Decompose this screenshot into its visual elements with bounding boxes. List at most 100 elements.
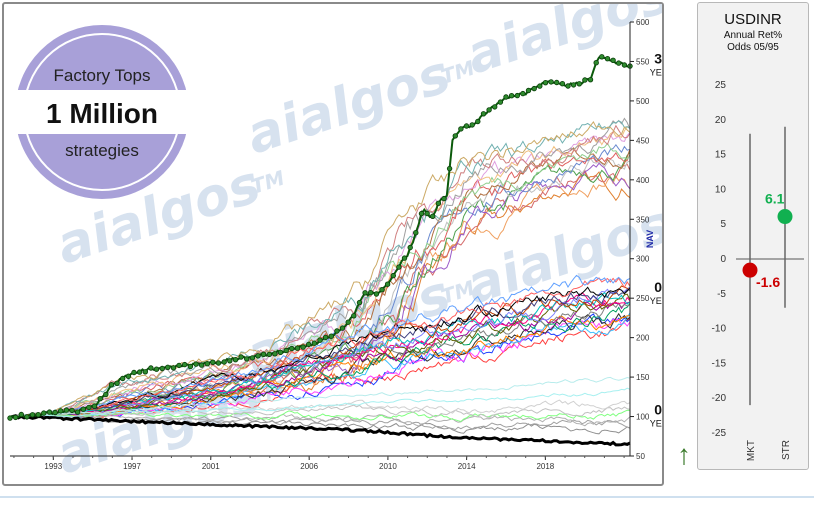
top-strategy-marker [508, 92, 515, 99]
series-line-benchmark [9, 414, 631, 447]
odds-panel: USDINR Annual Ret% Odds 05/95 25 20 15 10 5 0… [697, 2, 809, 470]
x-tick-label: 2006 [300, 462, 318, 471]
odds-point [742, 262, 758, 278]
top-strategy-marker [35, 412, 41, 418]
odds-panel-subtitle1: Annual Ret% [724, 30, 782, 41]
badge-line3: strategies [65, 141, 139, 160]
top-strategy-marker [379, 287, 385, 293]
top-strategy-marker [41, 410, 47, 416]
top-strategy-marker [610, 57, 616, 63]
x-tick-label: 1993 [44, 462, 62, 471]
top-strategy-marker [80, 406, 86, 412]
top-strategy-marker [198, 362, 205, 368]
y-tick-label: 150 [636, 373, 650, 382]
top-strategy-marker [159, 365, 165, 372]
top-strategy-marker [181, 361, 188, 368]
top-strategy-marker [277, 349, 284, 355]
top-strategy-marker [554, 79, 560, 86]
top-strategy-marker [227, 358, 233, 364]
top-strategy-marker [266, 351, 272, 358]
top-strategy-marker [136, 369, 143, 375]
top-strategy-marker [260, 351, 267, 357]
top-strategy-marker [570, 82, 577, 88]
nav-chart: aialgosTMaialgosTMaialgosTMaialgosTMaial… [7, 0, 698, 486]
top-strategy-marker [63, 407, 70, 413]
x-tick-label: 2018 [536, 462, 554, 471]
odds-point-label: 6.1 [765, 191, 785, 207]
top-strategy-marker [300, 344, 306, 350]
top-strategy-marker [18, 411, 24, 418]
top-strategy-marker [384, 281, 391, 287]
odds-category-label: STR [781, 440, 792, 460]
odds-chart: USDINR Annual Ret% Odds 05/95 25 20 15 10 5 0… [712, 11, 804, 461]
top-strategy-marker [97, 396, 103, 402]
top-strategy-marker [492, 104, 498, 110]
top-strategy-marker [12, 414, 19, 421]
top-strategy-marker [232, 357, 239, 363]
group-label-value: 01 [654, 402, 662, 418]
top-strategy-marker [616, 60, 622, 66]
top-strategy-marker [334, 328, 340, 334]
watermark-text: aialgos [239, 44, 457, 166]
top-strategy-marker [362, 290, 368, 296]
top-strategy-marker [435, 200, 442, 206]
y-tick-label: 50 [636, 452, 645, 461]
top-strategy-marker [559, 80, 566, 87]
y-tick-label: 300 [636, 255, 650, 264]
top-strategy-marker [458, 126, 464, 132]
top-strategy-marker [153, 366, 160, 372]
y-tick-label: 200 [636, 334, 650, 343]
top-strategy-marker [131, 369, 137, 376]
top-strategy-marker [170, 365, 177, 371]
y-tick-label: 400 [636, 176, 650, 185]
top-strategy-marker [525, 87, 532, 94]
top-strategy-marker [424, 210, 430, 217]
y-tick-label: 450 [636, 136, 650, 145]
top-strategy-marker [514, 92, 520, 99]
top-strategy-marker [221, 359, 227, 365]
top-strategy-marker [238, 354, 244, 360]
series-line-01-year [9, 409, 631, 423]
top-strategy-marker [29, 412, 36, 418]
y-axis-label: NAV [645, 230, 655, 248]
top-strategy-marker [373, 291, 380, 297]
y-tick-label: 100 [636, 413, 650, 422]
x-tick-label: 1997 [123, 462, 141, 471]
top-strategy-marker [418, 210, 425, 217]
x-tick-label: 2010 [379, 462, 397, 471]
top-strategy-marker [119, 375, 126, 382]
series-line-03-year [9, 274, 631, 418]
series-line-03-year [9, 291, 631, 418]
odds-point [777, 209, 793, 225]
top-strategy-marker [215, 360, 222, 366]
y-tick-label: 350 [636, 215, 650, 224]
odds-point-label: -1.6 [756, 274, 780, 290]
top-strategy-marker [503, 94, 509, 100]
top-strategy-marker [469, 122, 475, 128]
top-strategy-marker [52, 409, 58, 416]
series-line-light [9, 387, 631, 418]
top-strategy-marker [413, 229, 419, 236]
y-tick-label: 250 [636, 294, 650, 303]
top-strategy-marker [537, 83, 543, 89]
top-strategy-marker [322, 334, 329, 341]
series-line-01-year [9, 399, 631, 418]
top-strategy-marker [441, 195, 447, 202]
series-line-03-year [9, 312, 631, 417]
top-strategy-marker [430, 213, 436, 219]
series-line-30-year [9, 147, 631, 417]
top-strategy-marker [520, 90, 526, 97]
up-arrow-icon[interactable]: ↑ [670, 438, 698, 468]
series-line-30-year [9, 131, 631, 417]
top-strategy-marker [531, 85, 537, 92]
top-strategy-marker [249, 355, 256, 361]
main-chart-frame: aialgosTMaialgosTMaialgosTMaialgosTMaial… [2, 0, 698, 486]
top-strategy-marker [407, 244, 413, 251]
top-strategy-marker [108, 382, 115, 388]
odds-y-tick-label: 25 [715, 80, 727, 91]
group-label-sub: YEAR [650, 67, 662, 77]
top-strategy-marker [593, 60, 599, 66]
top-strategy-marker [452, 133, 458, 139]
factory-badge: Factory Tops 1 Million strategies [13, 25, 191, 199]
top-strategy-marker [368, 290, 374, 296]
